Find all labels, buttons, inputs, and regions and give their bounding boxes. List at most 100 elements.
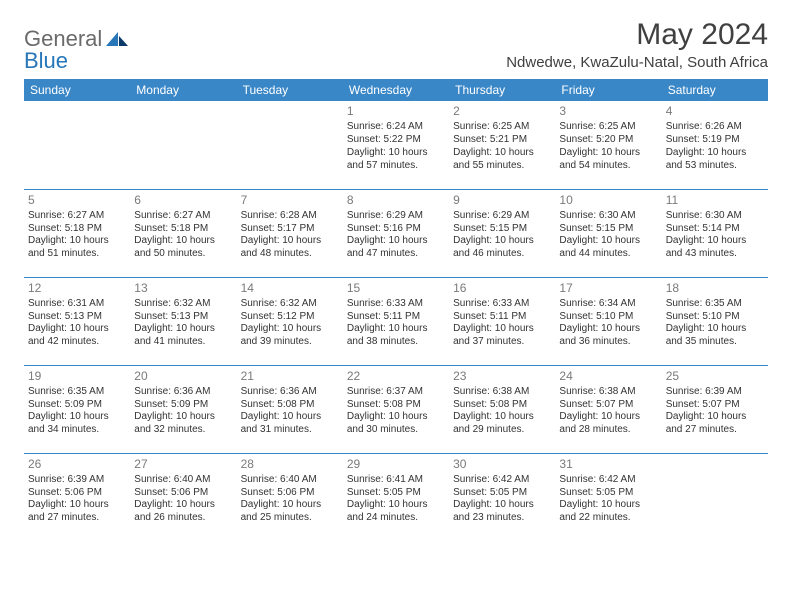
calendar-cell: 14Sunrise: 6:32 AMSunset: 5:12 PMDayligh… [237,277,343,365]
daylight-line: Daylight: 10 hours and 51 minutes. [28,235,126,261]
day-number: 1 [347,104,445,119]
sunset-line: Sunset: 5:14 PM [666,223,764,236]
day-number: 5 [28,193,126,208]
day-number: 14 [241,281,339,296]
day-number: 19 [28,369,126,384]
sunrise-line: Sunrise: 6:42 AM [559,474,657,487]
sunset-line: Sunset: 5:19 PM [666,134,764,147]
calendar-cell: 19Sunrise: 6:35 AMSunset: 5:09 PMDayligh… [24,365,130,453]
daylight-line: Daylight: 10 hours and 50 minutes. [134,235,232,261]
sunrise-line: Sunrise: 6:37 AM [347,386,445,399]
daylight-line: Daylight: 10 hours and 55 minutes. [453,147,551,173]
day-number: 11 [666,193,764,208]
sunset-line: Sunset: 5:18 PM [134,223,232,236]
calendar-row: 12Sunrise: 6:31 AMSunset: 5:13 PMDayligh… [24,277,768,365]
sunset-line: Sunset: 5:11 PM [347,311,445,324]
weekday-header: Monday [130,79,236,101]
sunrise-line: Sunrise: 6:28 AM [241,210,339,223]
calendar-cell: 6Sunrise: 6:27 AMSunset: 5:18 PMDaylight… [130,189,236,277]
sunset-line: Sunset: 5:15 PM [453,223,551,236]
sail-icon [104,30,130,48]
sunset-line: Sunset: 5:09 PM [28,399,126,412]
calendar-cell [237,101,343,189]
calendar-cell: 21Sunrise: 6:36 AMSunset: 5:08 PMDayligh… [237,365,343,453]
sunrise-line: Sunrise: 6:25 AM [453,121,551,134]
calendar-cell: 17Sunrise: 6:34 AMSunset: 5:10 PMDayligh… [555,277,661,365]
sunset-line: Sunset: 5:06 PM [241,487,339,500]
sunrise-line: Sunrise: 6:33 AM [453,298,551,311]
day-number: 10 [559,193,657,208]
sunrise-line: Sunrise: 6:25 AM [559,121,657,134]
sunrise-line: Sunrise: 6:27 AM [28,210,126,223]
daylight-line: Daylight: 10 hours and 30 minutes. [347,411,445,437]
daylight-line: Daylight: 10 hours and 42 minutes. [28,323,126,349]
calendar-cell: 22 Sunrise: 6:37 AMSunset: 5:08 PMDayligh… [343,365,449,453]
day-number: 3 [559,104,657,119]
sunset-line: Sunset: 5:16 PM [347,223,445,236]
calendar-cell: 28Sunrise: 6:40 AMSunset: 5:06 PMDayligh… [237,453,343,541]
sunrise-line: Sunrise: 6:42 AM [453,474,551,487]
sunset-line: Sunset: 5:08 PM [347,399,445,412]
sunset-line: Sunset: 5:06 PM [134,487,232,500]
calendar-cell: 8Sunrise: 6:29 AMSunset: 5:16 PMDaylight… [343,189,449,277]
sunrise-line: Sunrise: 6:39 AM [28,474,126,487]
daylight-line: Daylight: 10 hours and 23 minutes. [453,499,551,525]
sunset-line: Sunset: 5:05 PM [559,487,657,500]
calendar-cell [24,101,130,189]
day-number: 29 [347,457,445,472]
day-number: 21 [241,369,339,384]
day-number: 27 [134,457,232,472]
daylight-line: Daylight: 10 hours and 27 minutes. [666,411,764,437]
sunset-line: Sunset: 5:09 PM [134,399,232,412]
sunset-line: Sunset: 5:17 PM [241,223,339,236]
sunrise-line: Sunrise: 6:30 AM [666,210,764,223]
day-number: 8 [347,193,445,208]
calendar-table: Sunday Monday Tuesday Wednesday Thursday… [24,79,768,541]
day-number: 15 [347,281,445,296]
calendar-cell: 30Sunrise: 6:42 AMSunset: 5:05 PMDayligh… [449,453,555,541]
daylight-line: Daylight: 10 hours and 46 minutes. [453,235,551,261]
sunrise-line: Sunrise: 6:24 AM [347,121,445,134]
daylight-line: Daylight: 10 hours and 39 minutes. [241,323,339,349]
sunrise-line: Sunrise: 6:41 AM [347,474,445,487]
sunset-line: Sunset: 5:10 PM [666,311,764,324]
calendar-row: 1 Sunrise: 6:24 AMSunset: 5:22 PM Daylight… [24,101,768,189]
daylight-line: Daylight: 10 hours and 24 minutes. [347,499,445,525]
title-month: May 2024 [506,18,768,52]
calendar-cell: 27Sunrise: 6:40 AMSunset: 5:06 PMDayligh… [130,453,236,541]
calendar-cell: 25Sunrise: 6:39 AMSunset: 5:07 PMDayligh… [662,365,768,453]
daylight-line: Daylight: 10 hours and 41 minutes. [134,323,232,349]
daylight-line: Daylight: 10 hours and 54 minutes. [559,147,657,173]
day-number: 22 [347,369,445,384]
sunrise-line: Sunrise: 6:35 AM [28,386,126,399]
sunset-line: Sunset: 5:22 PM [347,134,445,147]
calendar-cell: 16Sunrise: 6:33 AMSunset: 5:11 PMDayligh… [449,277,555,365]
day-number: 16 [453,281,551,296]
page-header: General May 2024 Ndwedwe, KwaZulu-Natal,… [24,18,768,71]
daylight-line: Daylight: 10 hours and 37 minutes. [453,323,551,349]
calendar-cell: 20Sunrise: 6:36 AMSunset: 5:09 PMDayligh… [130,365,236,453]
sunset-line: Sunset: 5:21 PM [453,134,551,147]
daylight-line: Daylight: 10 hours and 27 minutes. [28,499,126,525]
day-number: 18 [666,281,764,296]
calendar-row: 26Sunrise: 6:39 AMSunset: 5:06 PMDayligh… [24,453,768,541]
calendar-head: Sunday Monday Tuesday Wednesday Thursday… [24,79,768,101]
sunset-line: Sunset: 5:05 PM [453,487,551,500]
daylight-line: Daylight: 10 hours and 29 minutes. [453,411,551,437]
calendar-cell: 13Sunrise: 6:32 AMSunset: 5:13 PMDayligh… [130,277,236,365]
sunrise-line: Sunrise: 6:35 AM [666,298,764,311]
sunset-line: Sunset: 5:13 PM [134,311,232,324]
day-number: 12 [28,281,126,296]
sunset-line: Sunset: 5:08 PM [453,399,551,412]
sunrise-line: Sunrise: 6:40 AM [241,474,339,487]
calendar-cell: 23Sunrise: 6:38 AMSunset: 5:08 PMDayligh… [449,365,555,453]
calendar-cell: 15Sunrise: 6:33 AMSunset: 5:11 PMDayligh… [343,277,449,365]
daylight-line: Daylight: 10 hours and 32 minutes. [134,411,232,437]
sunset-line: Sunset: 5:18 PM [28,223,126,236]
calendar-row: 19Sunrise: 6:35 AMSunset: 5:09 PMDayligh… [24,365,768,453]
daylight-line: Daylight: 10 hours and 35 minutes. [666,323,764,349]
sunrise-line: Sunrise: 6:38 AM [559,386,657,399]
day-number: 2 [453,104,551,119]
brand-text-2: Blue [24,48,68,74]
daylight-line: Daylight: 10 hours and 25 minutes. [241,499,339,525]
